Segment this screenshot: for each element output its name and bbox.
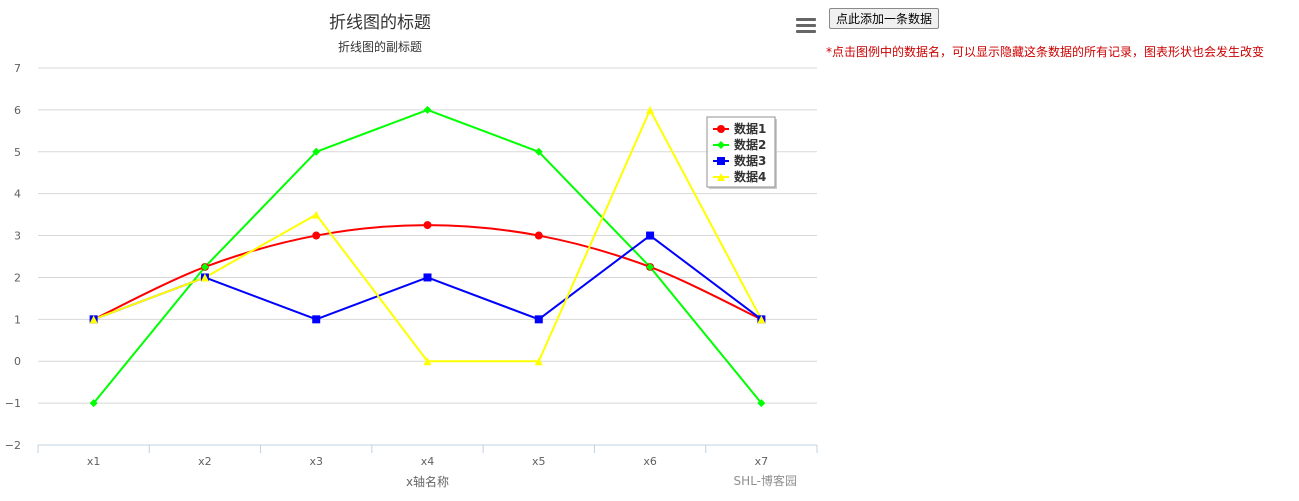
x-tick-label: x7 <box>755 455 769 468</box>
series-1-point <box>312 231 321 240</box>
series-3-point <box>423 273 432 282</box>
legend-marker <box>717 157 725 165</box>
series-2-point <box>200 262 209 271</box>
y-tick-label: 4 <box>14 188 21 201</box>
legend-item-2[interactable]: 数据2 <box>713 137 766 152</box>
hamburger-menu-icon-bar <box>796 30 816 33</box>
series-2-point <box>757 399 766 408</box>
series-2-point <box>646 262 655 271</box>
y-tick-label: 7 <box>14 62 21 75</box>
x-tick-label: x1 <box>87 455 101 468</box>
series-2-point <box>89 399 98 408</box>
series-4-point <box>423 357 432 366</box>
series-4-point <box>646 105 655 114</box>
legend-label: 数据2 <box>734 137 766 152</box>
x-tick-label: x4 <box>421 455 435 468</box>
y-tick-label: 2 <box>14 271 21 284</box>
chart-menu-button[interactable] <box>796 18 816 36</box>
hamburger-menu-icon <box>796 18 816 21</box>
legend-marker <box>717 125 725 133</box>
series-2-point <box>534 147 543 156</box>
y-tick-label: 6 <box>14 104 21 117</box>
x-tick-label: x3 <box>309 455 323 468</box>
add-data-button[interactable]: 点此添加一条数据 <box>829 8 940 29</box>
legend-label: 数据4 <box>734 169 766 184</box>
legend-item-3[interactable]: 数据3 <box>713 153 766 168</box>
x-axis-title: x轴名称 <box>406 474 449 489</box>
y-tick-label: 0 <box>14 355 21 368</box>
series-4-point <box>200 273 209 282</box>
line-chart: 折线图的标题折线图的副标题 −2 −1 0 1 2 3 4 5 6 7 x1 x2 x3 x4 x5 x6 x7 x… <box>5 13 818 489</box>
y-tick-label: 5 <box>14 146 21 159</box>
legend-item-1[interactable]: 数据1 <box>713 121 766 136</box>
legend-marker <box>717 141 725 149</box>
series-2-point <box>423 105 432 114</box>
y-tick-label: −2 <box>5 439 21 452</box>
chart-subtitle: 折线图的副标题 <box>338 39 422 54</box>
hamburger-menu-icon-bar <box>796 24 816 27</box>
series-4-point <box>312 210 321 219</box>
credits-text: SHL-博客园 <box>734 473 797 488</box>
series-4-point <box>757 315 766 324</box>
hint-text: *点击图例中的数据名，可以显示隐藏这条数据的所有记录，图表形状也会发生改变 <box>826 45 1265 59</box>
series-2-point <box>312 147 321 156</box>
x-tick-label: x6 <box>643 455 657 468</box>
series-3-point <box>312 315 321 324</box>
legend-item-4[interactable]: 数据4 <box>713 169 766 184</box>
chart-title: 折线图的标题 <box>329 13 431 33</box>
series-1-point <box>534 231 543 240</box>
legend-marker <box>717 173 725 181</box>
series-4-point <box>89 315 98 324</box>
series-3-point <box>646 231 655 240</box>
legend-label: 数据1 <box>734 121 766 136</box>
x-tick-label: x5 <box>532 455 546 468</box>
y-tick-label: 1 <box>14 313 21 326</box>
x-tick-label: x2 <box>198 455 212 468</box>
series-line-1 <box>93 224 762 321</box>
series-3-point <box>534 315 543 324</box>
y-tick-label: 3 <box>14 230 21 243</box>
y-tick-label: −1 <box>5 397 21 410</box>
legend-label: 数据3 <box>734 153 766 168</box>
series-4-point <box>534 357 543 366</box>
series-1-point <box>423 221 432 230</box>
